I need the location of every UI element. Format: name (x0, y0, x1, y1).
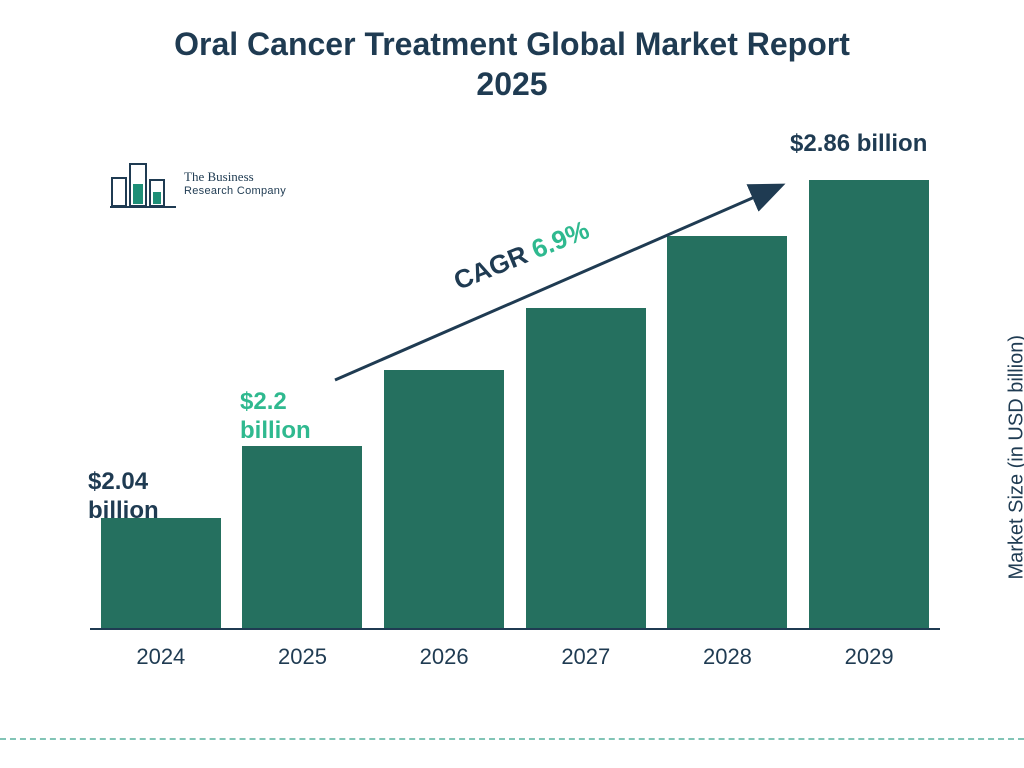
chart-title: Oral Cancer Treatment Global Market Repo… (0, 24, 1024, 104)
bar (242, 446, 362, 628)
y-axis-label: Market Size (in USD billion) (1006, 335, 1024, 580)
title-line-1: Oral Cancer Treatment Global Market Repo… (0, 24, 1024, 64)
x-tick-label: 2028 (667, 644, 787, 670)
x-tick-label: 2025 (242, 644, 362, 670)
bar (526, 308, 646, 628)
x-axis-line (90, 628, 940, 630)
x-tick-label: 2027 (526, 644, 646, 670)
x-tick-label: 2026 (384, 644, 504, 670)
bar (101, 518, 221, 628)
x-tick-label: 2024 (101, 644, 221, 670)
bar-group (667, 236, 787, 628)
bar-group (384, 370, 504, 628)
chart-area: 2024 2025 2026 2027 2028 2029 (90, 150, 940, 670)
bar (809, 180, 929, 628)
bar-group (809, 180, 929, 628)
value-label: $2.2billion (240, 388, 311, 446)
value-label: $2.04billion (88, 468, 159, 526)
title-line-2: 2025 (0, 64, 1024, 104)
bar (667, 236, 787, 628)
bar (384, 370, 504, 628)
bar-group (242, 446, 362, 628)
bar-group (526, 308, 646, 628)
x-tick-label: 2029 (809, 644, 929, 670)
bottom-dashed-divider (0, 738, 1024, 740)
x-axis-labels: 2024 2025 2026 2027 2028 2029 (90, 644, 940, 670)
bars-container (90, 168, 940, 628)
bar-group (101, 518, 221, 628)
value-label: $2.86 billion (790, 130, 927, 159)
